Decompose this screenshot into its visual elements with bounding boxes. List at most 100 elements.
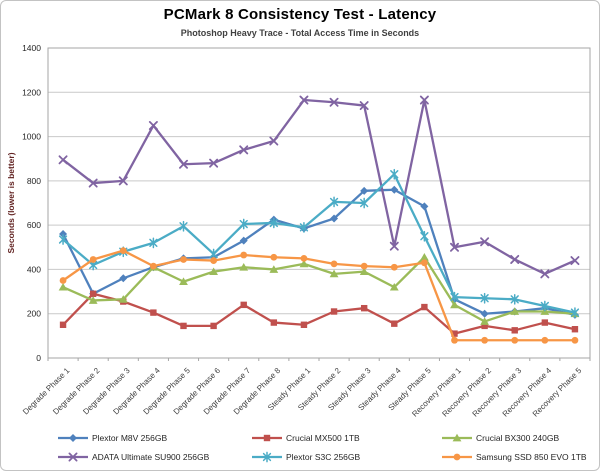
series-marker-square: [240, 301, 247, 309]
series-marker-triangle: [88, 296, 98, 304]
legend-label: Plextor S3C 256GB: [286, 452, 361, 462]
series-marker-star: [540, 300, 549, 312]
series-marker-star: [360, 197, 369, 209]
y-axis-title: Seconds (lower is better): [6, 152, 16, 254]
series-marker-x: [148, 121, 158, 130]
series-marker-triangle: [452, 433, 462, 442]
series-marker-star: [179, 220, 188, 232]
series-marker-diamond: [69, 434, 77, 442]
series-marker-triangle: [179, 277, 188, 286]
y-tick-label: 0: [36, 353, 41, 363]
series-marker-circle: [451, 336, 458, 344]
series-marker-square: [59, 321, 67, 328]
series-marker-circle: [360, 262, 368, 270]
square-series-marker-icon: [252, 434, 282, 442]
series-marker-triangle: [209, 267, 219, 276]
legend-label: Crucial MX500 1TB: [286, 433, 360, 443]
series-marker-diamond: [330, 214, 339, 223]
series-marker-star: [570, 307, 580, 318]
y-tick-label: 1200: [22, 87, 41, 97]
series-marker-star: [269, 217, 278, 229]
series-marker-circle: [240, 251, 248, 259]
series-line: [61, 173, 577, 314]
series-marker-triangle: [329, 269, 339, 278]
series-marker-circle: [210, 257, 218, 264]
series-marker-x: [299, 95, 309, 105]
series-marker-square: [451, 330, 458, 337]
y-tick-label: 600: [27, 220, 41, 230]
legend-label: Plextor M8V 256GB: [92, 433, 168, 443]
series-marker-circle: [149, 262, 157, 270]
legend-item: ADATA Ultimate SU900 256GB: [57, 450, 251, 464]
series-marker-triangle: [359, 267, 369, 276]
series-marker-star: [329, 196, 339, 208]
series-marker-square: [541, 319, 549, 326]
series-marker-triangle: [239, 263, 249, 271]
series-marker-x: [419, 95, 429, 105]
series-marker-circle: [541, 336, 549, 344]
series-marker-circle: [453, 453, 461, 461]
series-marker-circle: [571, 336, 579, 344]
series-marker-star: [299, 222, 309, 233]
series-marker-diamond: [59, 230, 68, 238]
series-marker-diamond: [239, 236, 248, 245]
series-marker-x: [540, 269, 550, 279]
series-marker-triangle: [299, 259, 309, 268]
legend-item: Crucial BX300 240GB: [441, 431, 591, 445]
y-tick-label: 1000: [22, 132, 41, 142]
legend: Plextor M8V 256GB Crucial MX500 1TB Crucia…: [57, 431, 593, 464]
series-marker-triangle: [480, 317, 490, 325]
series-line: [61, 292, 577, 335]
series-marker-triangle: [510, 307, 520, 315]
series-marker-x: [88, 178, 98, 188]
series-marker-diamond: [390, 185, 399, 194]
series-marker-square: [210, 322, 217, 330]
series-marker-circle: [390, 263, 398, 271]
series-marker-x: [359, 101, 369, 111]
series-marker-square: [300, 321, 308, 328]
series-adata-ultimate-su900-256gb: [58, 95, 580, 279]
series-marker-star: [450, 291, 459, 303]
series-marker-square: [421, 303, 428, 311]
y-tick-label: 1400: [22, 43, 41, 53]
series-marker-square: [270, 319, 278, 326]
series-marker-triangle: [450, 300, 459, 309]
series-line: [61, 249, 577, 342]
series-marker-x: [68, 452, 78, 462]
legend-item: Plextor M8V 256GB: [57, 431, 251, 445]
series-marker-x: [179, 159, 188, 169]
series-line: [61, 98, 577, 276]
series-marker-triangle: [419, 253, 429, 261]
series-marker-triangle: [269, 265, 279, 273]
series-marker-x: [118, 176, 128, 186]
series-marker-circle: [420, 259, 428, 267]
series-marker-circle: [270, 253, 278, 261]
series-marker-square: [150, 309, 157, 316]
series-marker-x: [570, 256, 580, 266]
legend-label: ADATA Ultimate SU900 256GB: [92, 452, 210, 462]
chart-subtitle: Photoshop Heavy Trace - Total Access Tim…: [180, 28, 420, 38]
series-marker-circle: [59, 277, 67, 284]
series-marker-x: [239, 145, 249, 155]
legend-item: Crucial MX500 1TB: [251, 431, 441, 445]
series-marker-square: [571, 326, 579, 333]
series-marker-x: [329, 97, 339, 107]
chart-title: PCMark 8 Consistency Test - Latency: [163, 6, 437, 23]
legend-item: Plextor S3C 256GB: [251, 450, 441, 464]
series-marker-square: [263, 434, 271, 442]
legend-item: Samsung SSD 850 EVO 1TB: [441, 450, 591, 464]
legend-label: Samsung SSD 850 EVO 1TB: [476, 452, 587, 462]
series-line: [61, 256, 577, 323]
series-marker-x: [480, 237, 490, 247]
series-line: [61, 188, 577, 316]
series-marker-x: [510, 254, 520, 264]
series-marker-circle: [89, 256, 97, 263]
x-series-marker-icon: [58, 452, 88, 462]
legend-label: Crucial BX300 240GB: [476, 433, 560, 443]
series-marker-star: [420, 230, 429, 242]
series-marker-square: [391, 320, 398, 327]
triangle-series-marker-icon: [442, 433, 472, 442]
series-marker-star: [510, 293, 519, 305]
